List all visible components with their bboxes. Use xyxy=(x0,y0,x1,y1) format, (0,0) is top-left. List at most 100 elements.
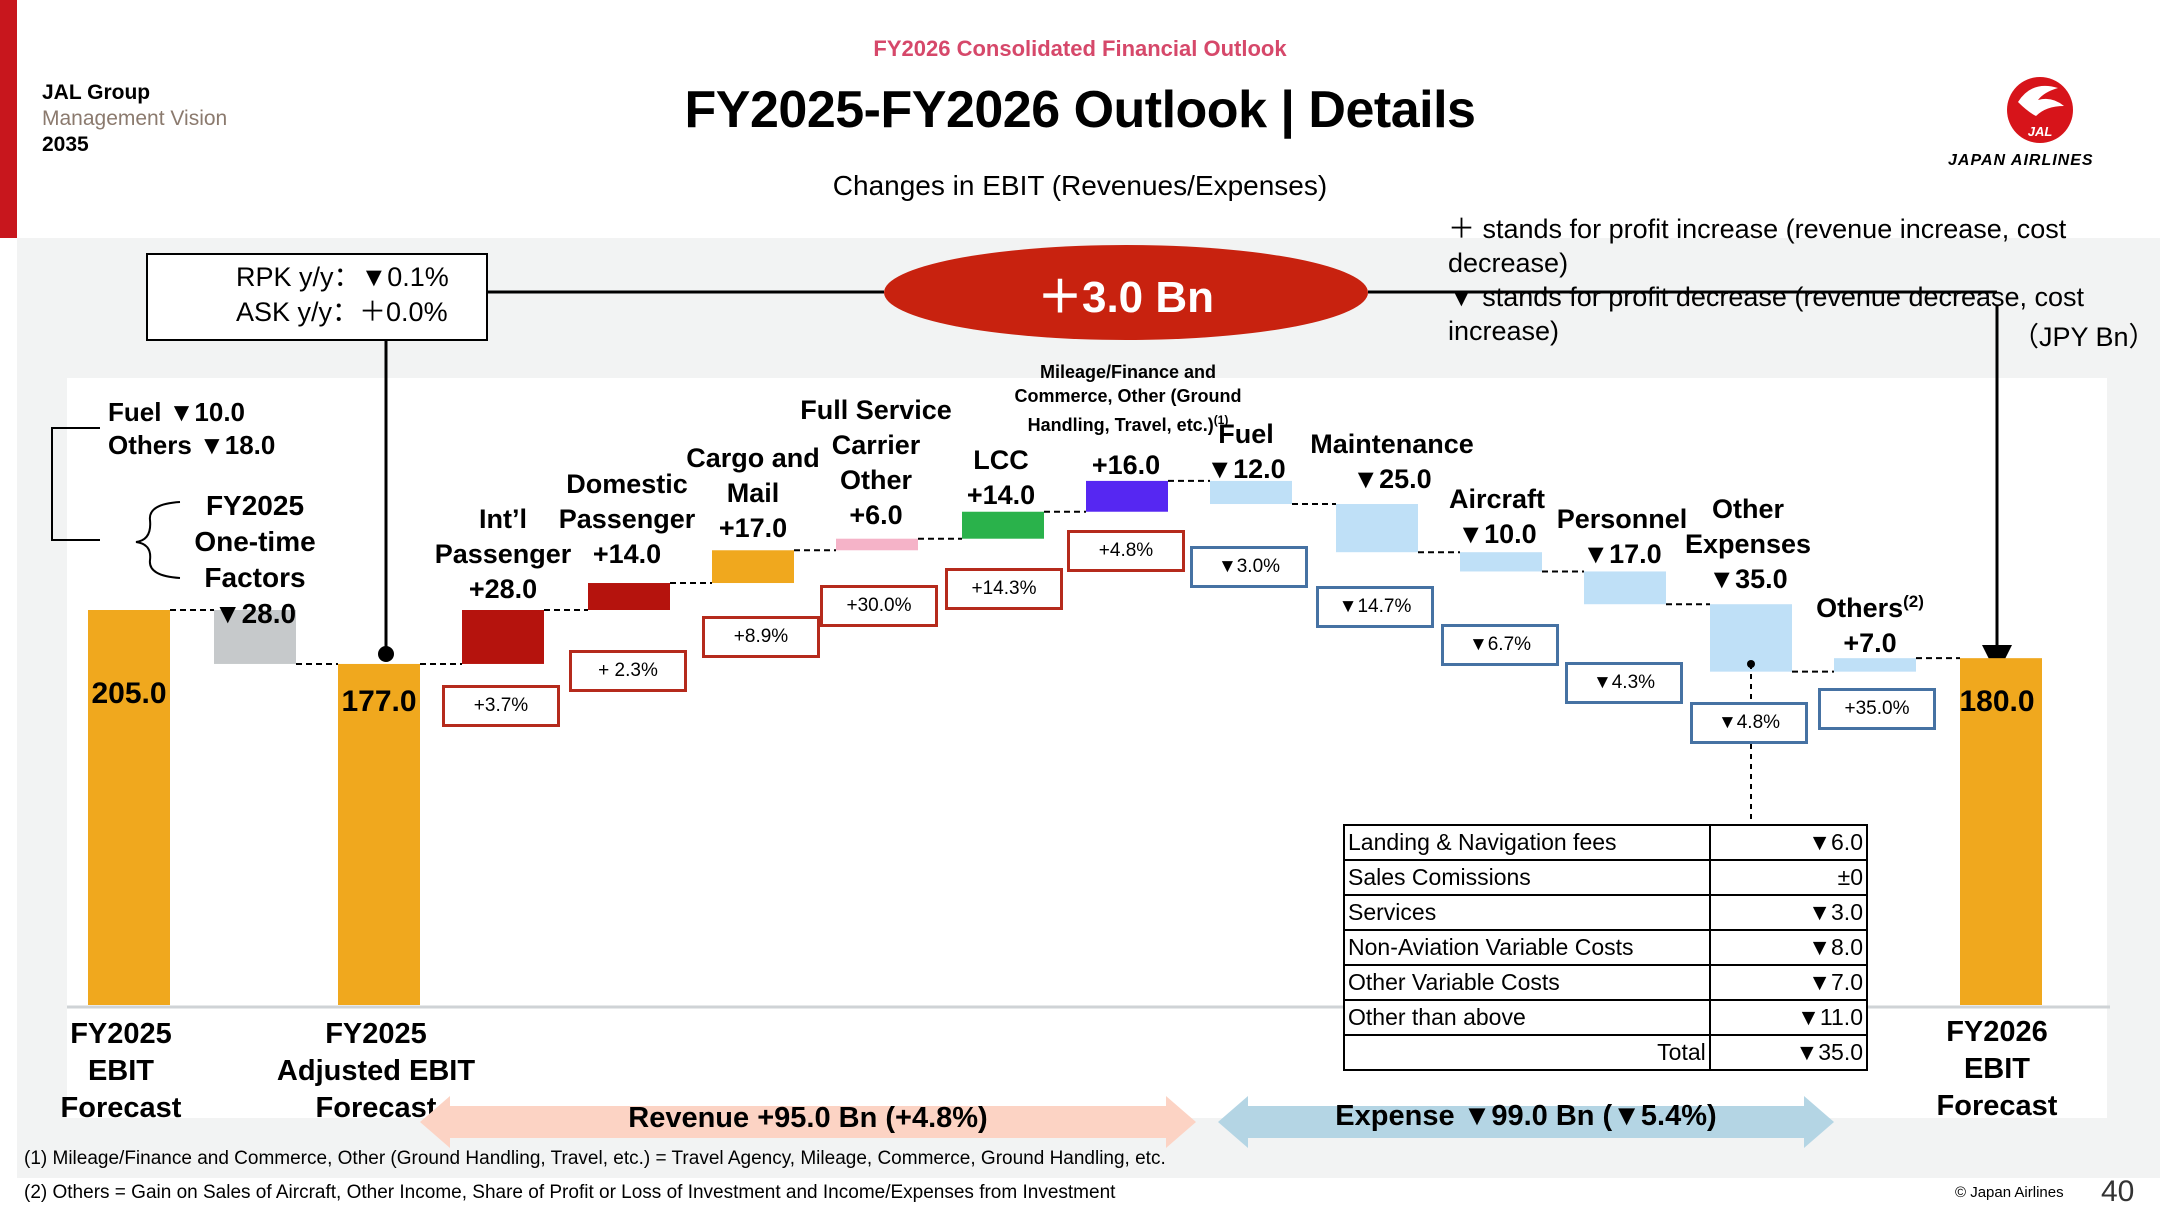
bar-fy2026-ebit xyxy=(1960,658,2042,1005)
fuel-label: Fuel ▼12.0 xyxy=(1206,419,1286,484)
copyright: © Japan Airlines xyxy=(1955,1184,2064,1201)
crane-logo-icon: JAL xyxy=(2007,77,2073,143)
aircraft-pct-box: ▼6.7% xyxy=(1441,624,1559,666)
plus-note: ＋ stands for profit increase (revenue in… xyxy=(1448,214,2067,278)
bar-lcc xyxy=(962,511,1044,539)
brand-line-3: 2035 xyxy=(42,133,89,156)
table-cell-value: ▼8.0 xyxy=(1708,929,1869,966)
page-subtitle: Changes in EBIT (Revenues/Expenses) xyxy=(832,170,1328,201)
svg-text:JAL: JAL xyxy=(2028,124,2053,139)
one-time-fuel: Fuel ▼10.0 xyxy=(108,397,246,427)
mileage-value-label: +16.0 xyxy=(1091,450,1161,480)
bar-fsc-other xyxy=(836,538,918,551)
table-row: Other than above ▼11.0 xyxy=(1343,999,1869,1036)
table-cell-item: Other than above xyxy=(1343,999,1711,1036)
other-expenses-table: Landing & Navigation fees ▼6.0 Sales Comis… xyxy=(1343,824,1869,1071)
fuel-pct-box: ▼3.0% xyxy=(1190,546,1308,588)
bar-personnel xyxy=(1584,571,1666,605)
fsc-other-label: Full Service Carrier Other +6.0 xyxy=(800,395,952,530)
maintenance-pct-box: ▼14.7% xyxy=(1316,586,1434,628)
rpk-line: RPK y/y：▼0.1% xyxy=(236,262,449,292)
adjusted-value-label: 177.0 xyxy=(341,685,417,718)
other-expenses-label: Other Expenses ▼35.0 xyxy=(1684,494,1812,594)
other-expenses-pointer-dot xyxy=(1747,660,1755,668)
table-cell-item: Services xyxy=(1343,894,1711,931)
total-change-badge: ＋3.0 Bn xyxy=(884,245,1368,340)
bar-domestic-passenger xyxy=(588,583,670,610)
bar-one-time-factors xyxy=(214,610,296,664)
axis-label-adjusted: FY2025 Adjusted EBIT Forecast xyxy=(276,1018,476,1124)
table-cell-item: Total xyxy=(1343,1034,1711,1071)
axis-label-fy2026: FY2026 EBIT Forecast xyxy=(1936,1016,2058,1122)
cargo-label: Cargo and Mail +17.0 xyxy=(686,443,820,543)
bar-others xyxy=(1834,658,1916,672)
page-title: FY2025-FY2026 Outlook | Details xyxy=(684,81,1476,139)
table-cell-value: ±0 xyxy=(1708,859,1869,896)
minus-note: ▼ stands for profit decrease (revenue de… xyxy=(1448,282,2085,346)
fy2025-value-label: 205.0 xyxy=(91,677,167,710)
ask-line: ASK y/y：＋0.0% xyxy=(236,297,448,327)
sign-legend: ＋ stands for profit increase (revenue in… xyxy=(1448,212,2160,348)
other-expenses-pct-box: ▼4.8% xyxy=(1690,702,1808,744)
fy2026-value-label: 180.0 xyxy=(1959,685,2035,718)
maintenance-label: Maintenance ▼25.0 xyxy=(1310,429,1474,494)
one-time-breakdown: Fuel ▼10.0 Others ▼18.0 xyxy=(108,396,275,462)
expense-arrow xyxy=(1218,1096,1834,1148)
axis-label-fy2025: FY2025 EBIT Forecast xyxy=(60,1018,182,1124)
one-time-others: Others ▼18.0 xyxy=(108,430,276,460)
one-time-label-2: One-time Factors xyxy=(194,526,316,593)
table-cell-item: Other Variable Costs xyxy=(1343,964,1711,1001)
logo-wordmark: JAPAN AIRLINES xyxy=(1948,152,2094,169)
unit-label: （JPY Bn） xyxy=(2012,322,2156,352)
one-time-label-1: FY2025 xyxy=(205,490,305,521)
mileage-label: Mileage/Finance and Commerce, Other (Grou… xyxy=(1014,362,1242,435)
one-time-label-3: ▼28.0 xyxy=(213,598,297,629)
table-cell-value: ▼7.0 xyxy=(1708,964,1869,1001)
table-row: Services ▼3.0 xyxy=(1343,894,1869,931)
table-row: Sales Comissions ±0 xyxy=(1343,859,1869,896)
one-time-label: FY2025 One-time Factors ▼28.0 xyxy=(150,488,360,632)
table-cell-value: ▼35.0 xyxy=(1708,1034,1869,1071)
expense-arrow-label: Expense ▼99.0 Bn (▼5.4%) xyxy=(1335,1100,1717,1132)
table-cell-value: ▼3.0 xyxy=(1708,894,1869,931)
personnel-pct-box: ▼4.3% xyxy=(1565,662,1683,704)
bar-cargo-mail xyxy=(712,550,794,584)
page-number: 40 xyxy=(2101,1175,2135,1208)
footnote-1: (1) Mileage/Finance and Commerce, Other … xyxy=(24,1148,1166,1169)
table-cell-value: ▼11.0 xyxy=(1708,999,1869,1036)
bar-adjusted-ebit xyxy=(338,663,420,1005)
red-accent-bar xyxy=(0,0,17,238)
brand-block: JAL Group Management Vision 2035 xyxy=(42,80,227,158)
brand-line-1: JAL Group xyxy=(42,81,151,104)
others-pct-box: +35.0% xyxy=(1818,688,1936,730)
personnel-label: Personnel ▼17.0 xyxy=(1556,504,1688,569)
bar-fuel xyxy=(1210,480,1292,505)
section-title: FY2026 Consolidated Financial Outlook xyxy=(873,36,1287,61)
others-label: Others(2) +7.0 xyxy=(1816,592,1924,658)
cargo-pct-box: +8.9% xyxy=(702,616,820,658)
aircraft-label: Aircraft ▼10.0 xyxy=(1448,484,1546,549)
bar-intl-passenger xyxy=(462,610,544,664)
lcc-pct-box: +14.3% xyxy=(945,568,1063,610)
table-cell-item: Non-Aviation Variable Costs xyxy=(1343,929,1711,966)
lcc-label: LCC +14.0 xyxy=(966,445,1036,510)
mileage-pct-box: +4.8% xyxy=(1067,530,1185,572)
footnote-2: (2) Others = Gain on Sales of Aircraft, … xyxy=(24,1182,1116,1203)
intl-pct-box: +3.7% xyxy=(442,685,560,727)
table-cell-item: Landing & Navigation fees xyxy=(1343,824,1711,861)
fsc-pct-box: +30.0% xyxy=(820,585,938,627)
rpk-ask-box: RPK y/y：▼0.1% ASK y/y：＋0.0% xyxy=(146,253,488,341)
intl-label: Int’l Passenger +28.0 xyxy=(434,504,572,604)
domestic-pct-box: + 2.3% xyxy=(569,650,687,692)
domestic-label: Domestic Passenger +14.0 xyxy=(558,469,696,569)
table-cell-item: Sales Comissions xyxy=(1343,859,1711,896)
brand-line-2: Management Vision xyxy=(42,107,228,130)
table-row: Other Variable Costs ▼7.0 xyxy=(1343,964,1869,1001)
table-row: Total ▼35.0 xyxy=(1343,1034,1869,1071)
bar-fy2025-ebit xyxy=(88,610,170,1005)
bar-maintenance xyxy=(1336,504,1418,553)
table-row: Landing & Navigation fees ▼6.0 xyxy=(1343,824,1869,861)
table-cell-value: ▼6.0 xyxy=(1708,824,1869,861)
